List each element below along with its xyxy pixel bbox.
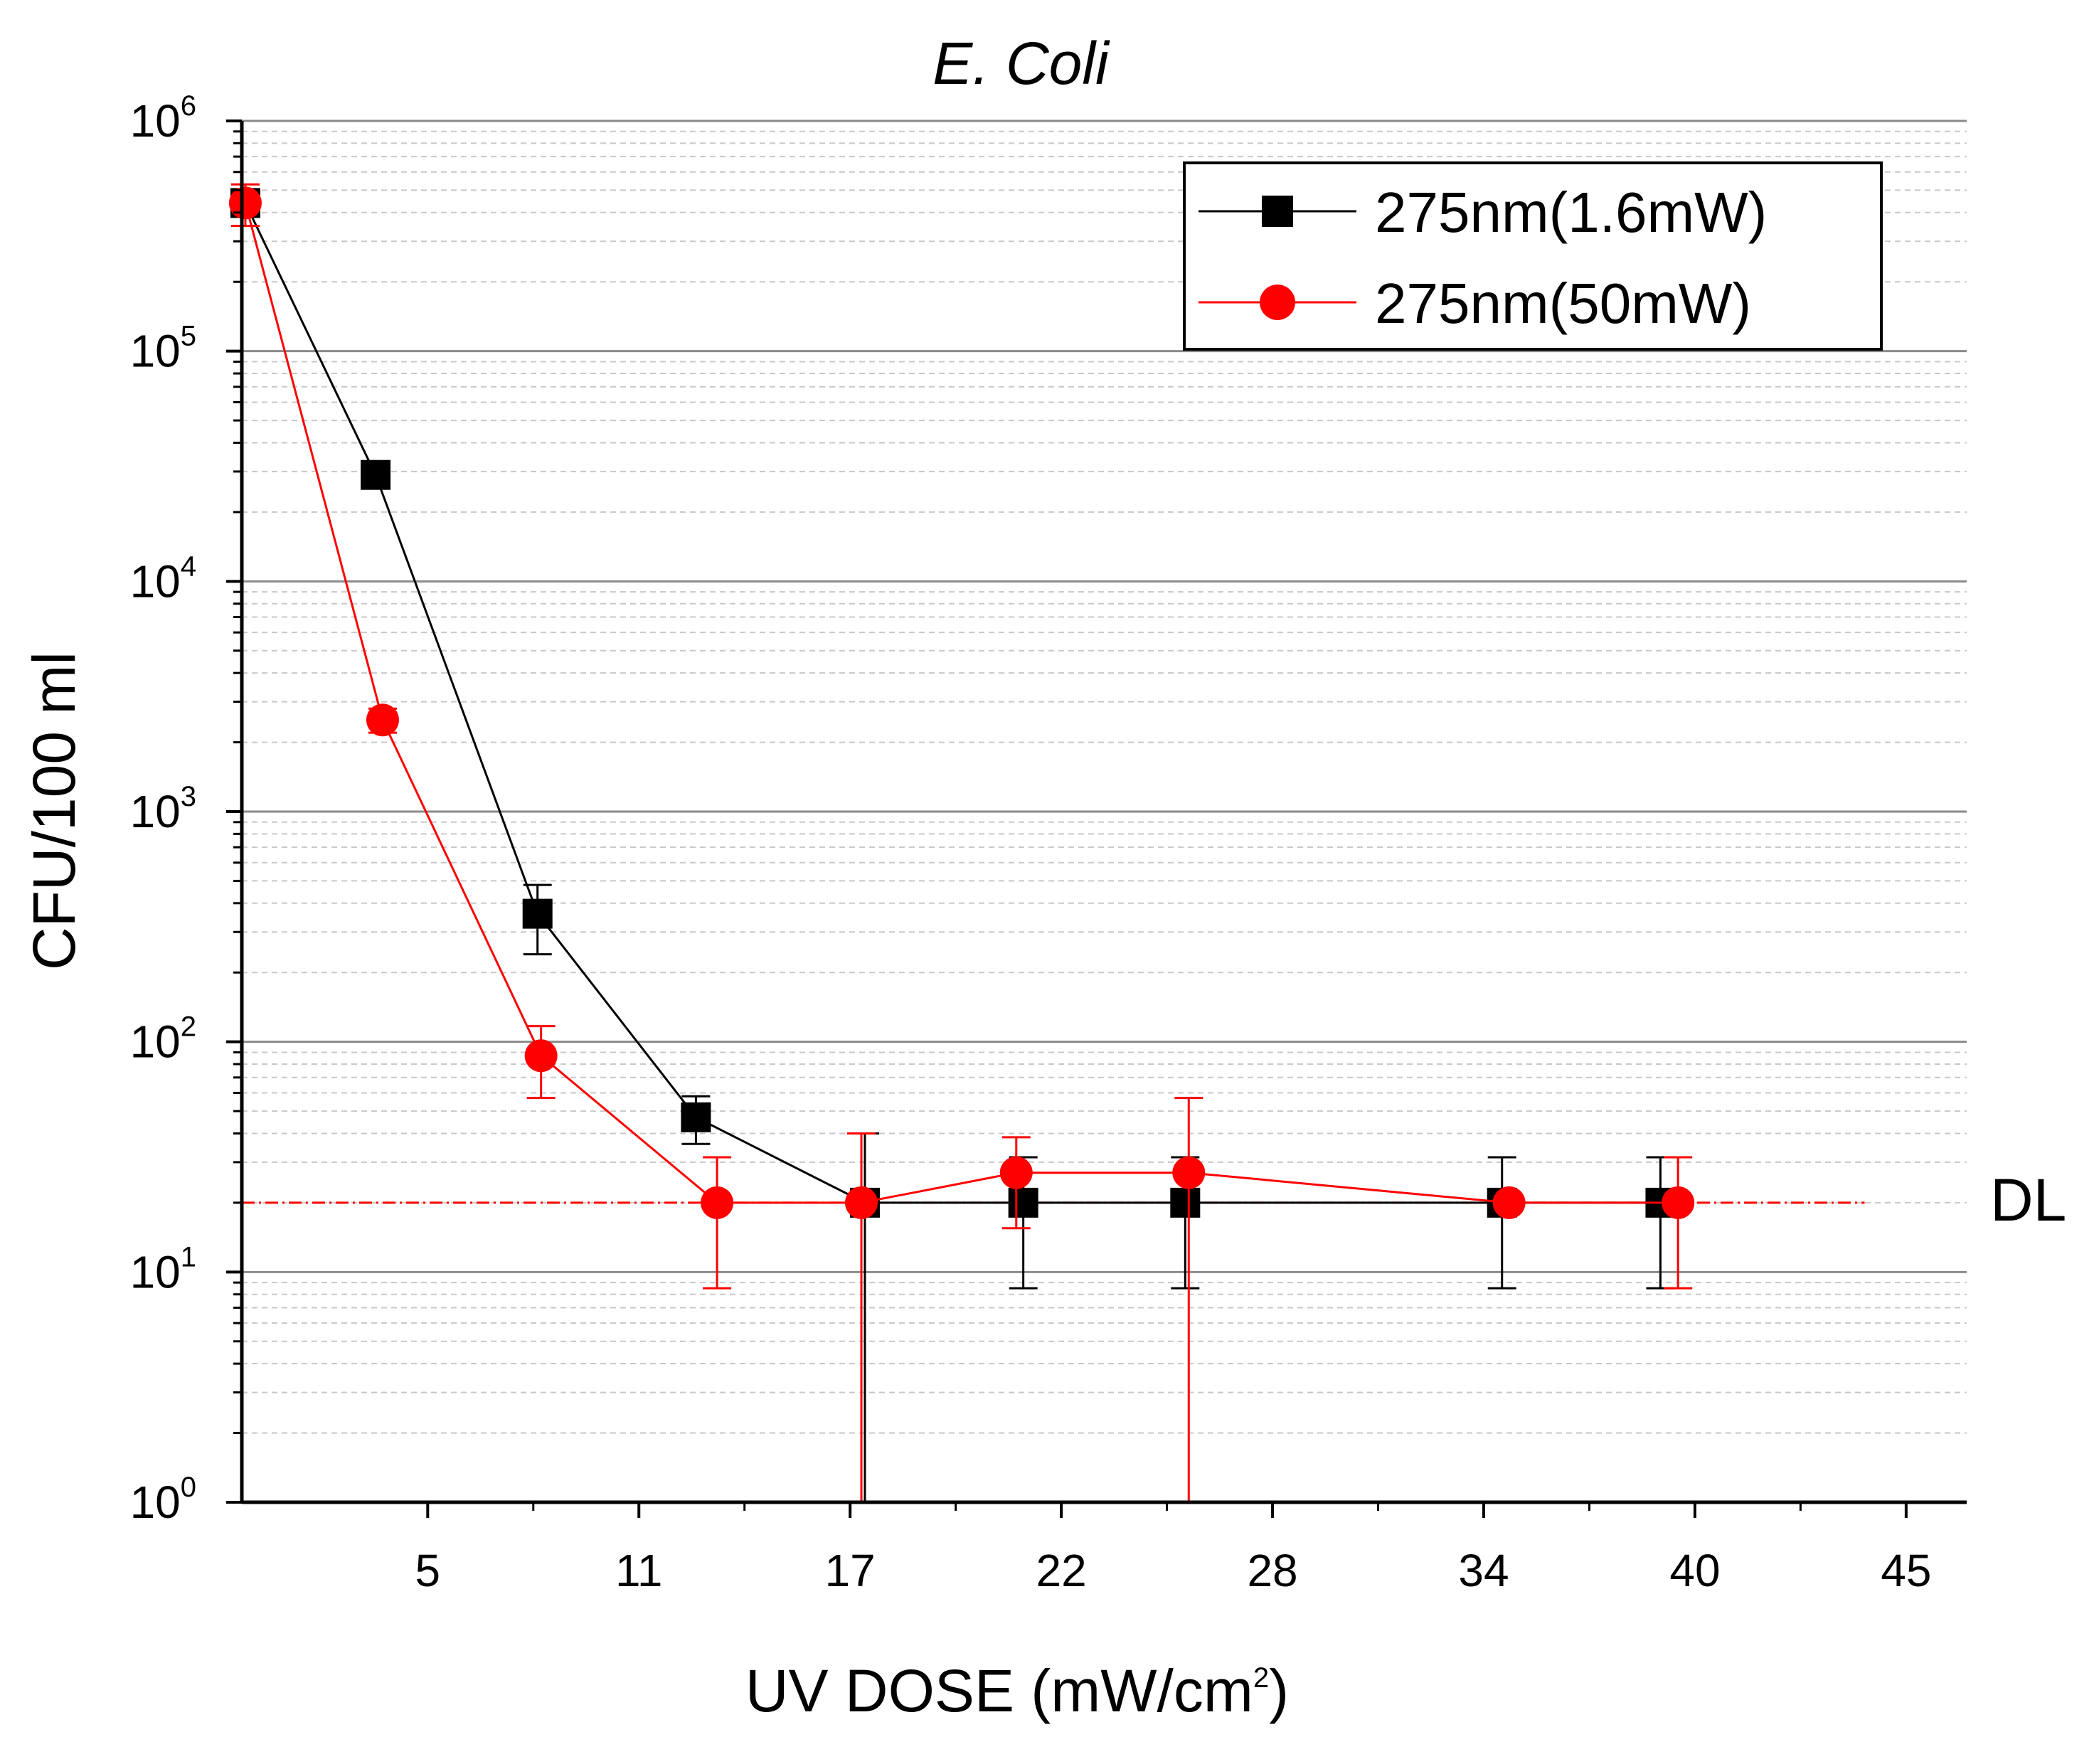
x-tick-label: 17: [825, 1545, 876, 1596]
legend-marker-circle: [1260, 285, 1295, 320]
y-tick-exponent: 6: [181, 90, 196, 122]
legend-label-1: 275nm(1.6mW): [1375, 181, 1767, 244]
y-tick-label: 100: [130, 1472, 196, 1528]
y-tick-exponent: 4: [181, 551, 196, 582]
chart-title: E. Coli: [932, 30, 1110, 97]
y-tick-label: 105: [130, 321, 196, 377]
y-tick-label: 103: [130, 781, 196, 837]
y-tick-exponent: 2: [181, 1011, 196, 1043]
series-2: [228, 183, 1695, 1502]
data-point-circle: [366, 703, 399, 737]
x-tick-label: 40: [1669, 1545, 1720, 1596]
y-tick-label: 106: [130, 90, 196, 147]
x-axis-label-main: UV DOSE (mW/cm: [745, 1657, 1253, 1724]
y-tick-base: 10: [130, 1246, 181, 1297]
y-tick-base: 10: [130, 95, 181, 147]
y-tick-base: 10: [130, 556, 181, 607]
x-tick-label: 11: [615, 1545, 662, 1596]
legend: 275nm(1.6mW) 275nm(50mW): [1183, 161, 1883, 351]
x-tick-label: 5: [415, 1545, 441, 1596]
x-axis-label: UV DOSE (mW/cm2): [745, 1657, 1289, 1724]
data-point-circle: [524, 1039, 558, 1073]
y-tick-exponent: 0: [181, 1472, 196, 1503]
y-tick-exponent: 3: [181, 781, 196, 812]
x-axis-label-end: ): [1269, 1657, 1289, 1724]
data-point-circle: [701, 1186, 734, 1219]
x-axis-label-sup: 2: [1253, 1662, 1269, 1694]
data-point-square: [1170, 1187, 1201, 1218]
series-1: [230, 188, 1676, 1502]
dl-label: DL: [1990, 1167, 2066, 1233]
y-tick-label: 101: [130, 1241, 196, 1297]
data-point-circle: [845, 1186, 878, 1219]
data-point-square: [1008, 1187, 1038, 1218]
data-point-circle: [228, 186, 262, 220]
y-tick-label: 104: [130, 551, 196, 607]
y-tick-exponent: 1: [181, 1241, 196, 1272]
legend-entry-1: 275nm(1.6mW): [1199, 181, 1767, 244]
legend-marker-square: [1262, 196, 1293, 227]
y-tick-base: 10: [130, 1477, 181, 1528]
legend-label-2: 275nm(50mW): [1375, 272, 1751, 335]
x-tick-label: 45: [1881, 1545, 1931, 1596]
legend-box: [1183, 161, 1883, 351]
data-point-circle: [999, 1156, 1033, 1189]
y-tick-exponent: 5: [181, 321, 196, 352]
data-point-square: [681, 1102, 711, 1132]
y-tick-base: 10: [130, 1016, 181, 1068]
data-point-circle: [1492, 1186, 1526, 1219]
data-point-circle: [1662, 1186, 1695, 1219]
y-tick-label: 102: [130, 1011, 196, 1068]
y-tick-base: 10: [130, 326, 181, 377]
y-tick-base: 10: [130, 786, 181, 837]
series-layer: [228, 183, 1695, 1502]
data-point-square: [361, 459, 391, 490]
data-point-square: [522, 898, 553, 929]
legend-entry-2: 275nm(50mW): [1199, 272, 1751, 335]
x-tick-label: 28: [1247, 1545, 1297, 1596]
y-axis-label: CFU/100 ml: [21, 652, 87, 970]
x-tick-label: 34: [1458, 1545, 1509, 1596]
data-point-circle: [1172, 1156, 1206, 1189]
x-tick-label: 22: [1036, 1545, 1087, 1596]
